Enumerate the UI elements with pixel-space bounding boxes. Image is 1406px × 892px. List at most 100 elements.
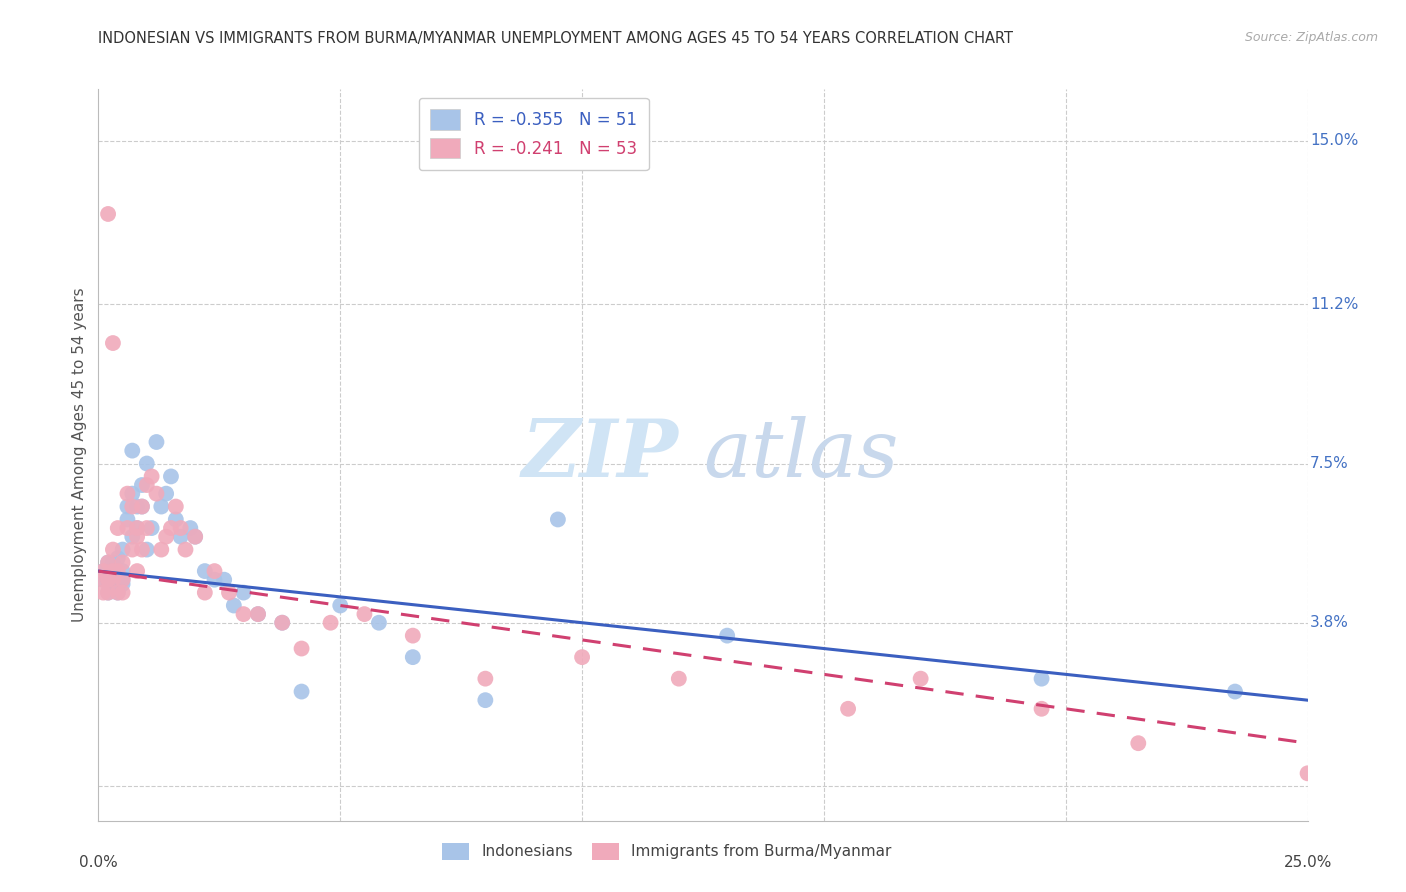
Point	[121, 530, 143, 544]
Point	[127, 564, 149, 578]
Point	[160, 469, 183, 483]
Point	[145, 435, 167, 450]
Point	[165, 512, 187, 526]
Text: ZIP: ZIP	[522, 417, 679, 493]
Point	[353, 607, 375, 621]
Text: 7.5%: 7.5%	[1310, 456, 1348, 471]
Point	[131, 500, 153, 514]
Point	[155, 530, 177, 544]
Point	[117, 486, 139, 500]
Point	[174, 542, 197, 557]
Point	[837, 702, 859, 716]
Point	[111, 573, 134, 587]
Point	[91, 564, 114, 578]
Point	[117, 521, 139, 535]
Point	[107, 551, 129, 566]
Text: 15.0%: 15.0%	[1310, 133, 1358, 148]
Point	[150, 500, 173, 514]
Point	[160, 521, 183, 535]
Point	[111, 577, 134, 591]
Text: 25.0%: 25.0%	[1284, 855, 1331, 870]
Point	[101, 564, 124, 578]
Point	[111, 564, 134, 578]
Point	[91, 564, 114, 578]
Point	[101, 577, 124, 591]
Point	[101, 336, 124, 351]
Point	[111, 573, 134, 587]
Point	[179, 521, 201, 535]
Point	[668, 672, 690, 686]
Text: 3.8%: 3.8%	[1310, 615, 1348, 631]
Point	[402, 629, 425, 643]
Point	[135, 542, 157, 557]
Point	[571, 650, 593, 665]
Point	[117, 512, 139, 526]
Point	[232, 607, 254, 621]
Text: 11.2%: 11.2%	[1310, 297, 1358, 312]
Point	[222, 599, 245, 613]
Point	[131, 478, 153, 492]
Legend: Indonesians, Immigrants from Burma/Myanmar: Indonesians, Immigrants from Burma/Myanm…	[434, 835, 900, 868]
Point	[169, 521, 191, 535]
Point	[97, 585, 120, 599]
Point	[184, 530, 207, 544]
Point	[145, 486, 167, 500]
Point	[97, 207, 120, 221]
Point	[141, 521, 163, 535]
Point	[474, 672, 496, 686]
Point	[204, 564, 226, 578]
Point	[204, 573, 226, 587]
Point	[101, 542, 124, 557]
Point	[1031, 702, 1053, 716]
Point	[716, 629, 738, 643]
Point	[910, 672, 932, 686]
Point	[271, 615, 294, 630]
Point	[368, 615, 391, 630]
Point	[107, 564, 129, 578]
Point	[121, 443, 143, 458]
Point	[91, 573, 114, 587]
Point	[212, 573, 235, 587]
Point	[247, 607, 270, 621]
Point	[547, 512, 569, 526]
Point	[101, 573, 124, 587]
Point	[194, 585, 217, 599]
Point	[141, 469, 163, 483]
Point	[97, 573, 120, 587]
Text: 0.0%: 0.0%	[79, 855, 118, 870]
Point	[155, 486, 177, 500]
Point	[232, 585, 254, 599]
Point	[121, 486, 143, 500]
Point	[165, 500, 187, 514]
Point	[107, 585, 129, 599]
Text: atlas: atlas	[703, 417, 898, 493]
Point	[1223, 684, 1246, 698]
Point	[121, 542, 143, 557]
Point	[127, 530, 149, 544]
Point	[121, 500, 143, 514]
Point	[247, 607, 270, 621]
Text: INDONESIAN VS IMMIGRANTS FROM BURMA/MYANMAR UNEMPLOYMENT AMONG AGES 45 TO 54 YEA: INDONESIAN VS IMMIGRANTS FROM BURMA/MYAN…	[98, 31, 1014, 46]
Point	[135, 521, 157, 535]
Point	[169, 530, 191, 544]
Point	[107, 573, 129, 587]
Point	[97, 556, 120, 570]
Point	[150, 542, 173, 557]
Point	[97, 556, 120, 570]
Point	[131, 500, 153, 514]
Point	[329, 599, 352, 613]
Point	[97, 585, 120, 599]
Point	[218, 585, 240, 599]
Point	[127, 500, 149, 514]
Point	[1031, 672, 1053, 686]
Point	[107, 521, 129, 535]
Point	[111, 542, 134, 557]
Point	[184, 530, 207, 544]
Point	[1296, 766, 1319, 780]
Point	[319, 615, 342, 630]
Point	[107, 585, 129, 599]
Point	[271, 615, 294, 630]
Point	[111, 585, 134, 599]
Y-axis label: Unemployment Among Ages 45 to 54 years: Unemployment Among Ages 45 to 54 years	[72, 287, 87, 623]
Point	[131, 542, 153, 557]
